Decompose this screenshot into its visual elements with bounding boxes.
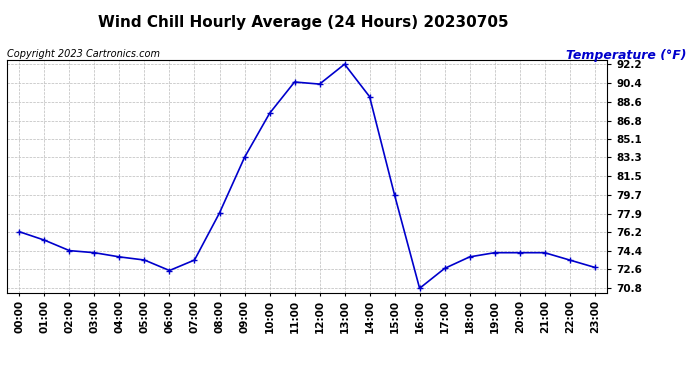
Text: Wind Chill Hourly Average (24 Hours) 20230705: Wind Chill Hourly Average (24 Hours) 202…	[98, 15, 509, 30]
Text: Copyright 2023 Cartronics.com: Copyright 2023 Cartronics.com	[7, 49, 160, 59]
Text: Temperature (°F): Temperature (°F)	[566, 49, 687, 62]
